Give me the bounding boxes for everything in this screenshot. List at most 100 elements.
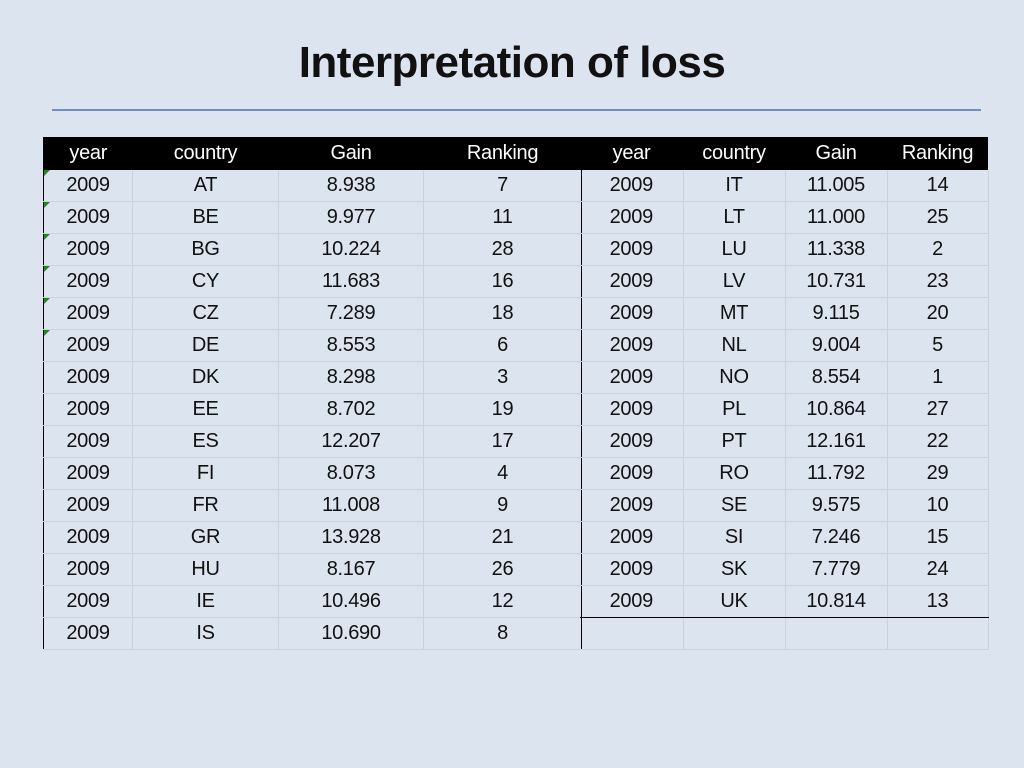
year-cell: 2009 [43,265,133,298]
table-row: 2009 NO 8.554 1 [580,361,989,394]
gain-cell: 11.000 [785,201,888,234]
ranking-cell: 28 [423,233,582,266]
title-divider [52,109,981,111]
country-cell: CZ [132,297,279,330]
year-cell: 2009 [43,617,133,650]
gain-cell: 10.690 [278,617,424,650]
year-cell: 2009 [580,489,684,522]
year-cell: 2009 [580,425,684,458]
table-row: 2009 SK 7.779 24 [580,553,989,586]
gain-cell: 7.289 [278,297,424,330]
ranking-cell: 9 [423,489,582,522]
year-cell: 2009 [580,201,684,234]
gain-cell: 8.298 [278,361,424,394]
country-cell: PT [683,425,786,458]
table-row: 2009 LU 11.338 2 [580,233,989,266]
table-row: 2009 FR 11.008 9 [43,489,582,522]
ranking-cell: 20 [887,297,989,330]
ranking-cell: 21 [423,521,582,554]
ranking-cell: 13 [887,585,989,618]
table-row: 2009 PT 12.161 22 [580,425,989,458]
right-data-table: year country Gain Ranking 2009 IT 11.005 14… [580,137,989,650]
table-row: 2009 AT 8.938 7 [43,170,582,202]
table-row: 2009 BG 10.224 28 [43,233,582,266]
table-row: 2009 EE 8.702 19 [43,393,582,426]
year-cell: 2009 [43,170,133,202]
country-cell: PL [683,393,786,426]
table-row: 2009 BE 9.977 11 [43,201,582,234]
empty-row [580,617,989,650]
ranking-cell: 23 [887,265,989,298]
ranking-cell: 17 [423,425,582,458]
country-cell: LT [683,201,786,234]
year-cell: 2009 [580,585,684,618]
gain-cell: 12.161 [785,425,888,458]
year-cell: 2009 [580,297,684,330]
country-cell: AT [132,170,279,202]
table-row: 2009 SE 9.575 10 [580,489,989,522]
table-row: 2009 LT 11.000 25 [580,201,989,234]
country-cell: HU [132,553,279,586]
country-cell: LU [683,233,786,266]
ranking-cell: 10 [887,489,989,522]
empty-cell [580,617,684,650]
table-row: 2009 CY 11.683 16 [43,265,582,298]
year-cell: 2009 [43,489,133,522]
table-row: 2009 CZ 7.289 18 [43,297,582,330]
gain-cell: 8.702 [278,393,424,426]
ranking-cell: 12 [423,585,582,618]
ranking-cell: 14 [887,170,989,202]
ranking-cell: 7 [423,170,582,202]
ranking-cell: 8 [423,617,582,650]
ranking-cell: 15 [887,521,989,554]
table-row: 2009 UK 10.814 13 [580,585,989,618]
year-cell: 2009 [43,457,133,490]
gain-cell: 12.207 [278,425,424,458]
table-row: 2009 IT 11.005 14 [580,170,989,202]
table-row: 2009 LV 10.731 23 [580,265,989,298]
empty-cell [683,617,786,650]
gain-cell: 10.224 [278,233,424,266]
gain-cell: 10.731 [785,265,888,298]
table-row: 2009 DK 8.298 3 [43,361,582,394]
year-cell: 2009 [580,361,684,394]
table-row: 2009 RO 11.792 29 [580,457,989,490]
header-country: country [683,137,785,170]
year-cell: 2009 [43,585,133,618]
left-data-table: year country Gain Ranking 2009 AT 8.938 7 20… [43,137,582,650]
gain-cell: 11.005 [785,170,888,202]
ranking-cell: 22 [887,425,989,458]
ranking-cell: 25 [887,201,989,234]
table-row: 2009 HU 8.167 26 [43,553,582,586]
country-cell: CY [132,265,279,298]
table-row: 2009 FI 8.073 4 [43,457,582,490]
gain-cell: 10.496 [278,585,424,618]
table-row: 2009 NL 9.004 5 [580,329,989,362]
year-cell: 2009 [580,170,684,202]
ranking-cell: 2 [887,233,989,266]
country-cell: EE [132,393,279,426]
header-ranking: Ranking [887,137,988,170]
country-cell: IT [683,170,786,202]
gain-cell: 10.814 [785,585,888,618]
table-row: 2009 GR 13.928 21 [43,521,582,554]
right-table-body: 2009 IT 11.005 14 2009 LT 11.000 25 2009 LU 11.338… [580,170,989,650]
table-row: 2009 IS 10.690 8 [43,617,582,650]
country-cell: GR [132,521,279,554]
gain-cell: 9.977 [278,201,424,234]
left-table-header: year country Gain Ranking [43,137,582,170]
header-country: country [132,137,279,170]
gain-cell: 9.115 [785,297,888,330]
ranking-cell: 27 [887,393,989,426]
gain-cell: 9.004 [785,329,888,362]
country-cell: MT [683,297,786,330]
ranking-cell: 1 [887,361,989,394]
year-cell: 2009 [43,393,133,426]
ranking-cell: 16 [423,265,582,298]
country-cell: LV [683,265,786,298]
country-cell: IE [132,585,279,618]
slide-title: Interpretation of loss [298,38,726,87]
gain-cell: 8.938 [278,170,424,202]
year-cell: 2009 [580,393,684,426]
table-row: 2009 SI 7.246 15 [580,521,989,554]
